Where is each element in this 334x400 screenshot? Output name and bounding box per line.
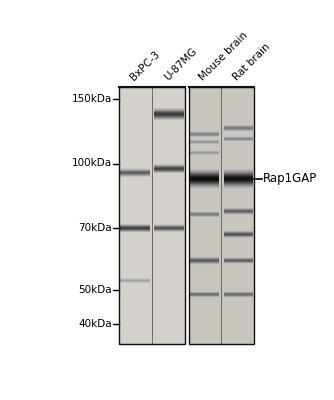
Bar: [224, 188, 253, 189]
Bar: [224, 170, 253, 171]
Bar: [224, 181, 253, 182]
Bar: [224, 187, 253, 188]
Bar: [224, 179, 253, 180]
Bar: [190, 176, 219, 177]
Bar: [224, 178, 253, 179]
Bar: [189, 86, 254, 344]
Text: 150kDa: 150kDa: [71, 94, 112, 104]
Bar: [224, 172, 253, 173]
Bar: [190, 181, 219, 182]
Bar: [224, 184, 253, 185]
Bar: [224, 175, 253, 176]
Bar: [190, 173, 219, 174]
Bar: [224, 173, 253, 174]
Bar: [190, 186, 219, 187]
Bar: [120, 86, 185, 344]
Bar: [190, 182, 219, 183]
Bar: [190, 183, 219, 184]
Bar: [190, 184, 219, 185]
Bar: [190, 188, 219, 189]
Text: 50kDa: 50kDa: [78, 285, 112, 295]
Text: BxPC-3: BxPC-3: [128, 49, 161, 83]
Bar: [190, 187, 219, 188]
Bar: [224, 171, 253, 172]
Bar: [189, 86, 254, 344]
Text: Rap1GAP: Rap1GAP: [263, 172, 317, 186]
Bar: [190, 169, 219, 170]
Bar: [190, 171, 219, 172]
Text: U-87MG: U-87MG: [162, 46, 198, 83]
Bar: [190, 170, 219, 171]
Text: 100kDa: 100kDa: [71, 158, 112, 168]
Bar: [224, 176, 253, 177]
Bar: [224, 186, 253, 187]
Bar: [224, 169, 253, 170]
Bar: [190, 180, 219, 181]
Text: 70kDa: 70kDa: [78, 223, 112, 233]
Bar: [190, 178, 219, 179]
Bar: [190, 177, 219, 178]
Bar: [190, 179, 219, 180]
Text: Mouse brain: Mouse brain: [197, 30, 249, 83]
Bar: [190, 172, 219, 173]
Bar: [224, 180, 253, 181]
Bar: [190, 185, 219, 186]
Bar: [190, 174, 219, 175]
Bar: [224, 174, 253, 175]
Bar: [224, 182, 253, 183]
Bar: [224, 177, 253, 178]
Bar: [120, 86, 185, 344]
Bar: [224, 185, 253, 186]
Bar: [190, 175, 219, 176]
Text: 40kDa: 40kDa: [78, 319, 112, 329]
Text: Rat brain: Rat brain: [231, 42, 272, 83]
Bar: [224, 183, 253, 184]
